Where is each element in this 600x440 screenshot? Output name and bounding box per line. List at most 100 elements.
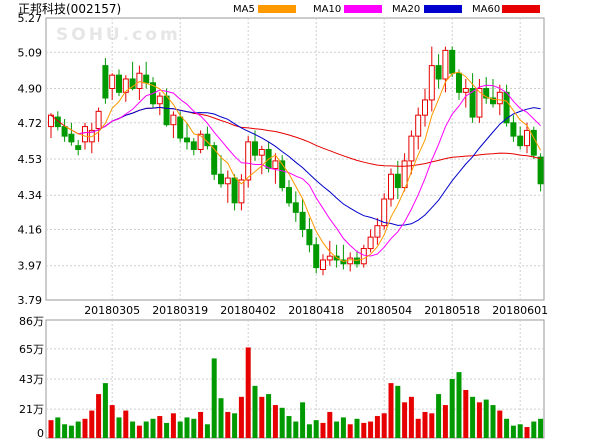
volume-bar bbox=[334, 421, 340, 438]
candle-body-down bbox=[292, 202, 299, 213]
volume-bar bbox=[395, 385, 401, 438]
candle-body-up bbox=[197, 133, 204, 150]
volume-bar bbox=[123, 410, 129, 438]
candle-body-up bbox=[524, 129, 530, 147]
candle-body-down bbox=[313, 244, 320, 269]
volume-bar bbox=[177, 421, 183, 438]
volume-tick-label: 43万 bbox=[19, 373, 44, 386]
candle-body-down bbox=[163, 95, 170, 126]
candle-body-down bbox=[469, 88, 476, 118]
candle-body-up bbox=[238, 179, 245, 204]
candle-body-up bbox=[245, 141, 252, 181]
candle-body-up bbox=[320, 259, 326, 271]
candlestick-series bbox=[48, 46, 544, 276]
legend-ma60-label: MA60 bbox=[472, 4, 500, 15]
volume-bar bbox=[429, 413, 435, 438]
volume-tick-label: 21万 bbox=[19, 403, 44, 416]
candle-body-up bbox=[415, 114, 422, 137]
price-tick-label: 5.09 bbox=[18, 46, 43, 59]
volume-bar bbox=[157, 416, 163, 438]
volume-bar bbox=[388, 383, 394, 438]
volume-bar bbox=[490, 405, 496, 438]
volume-bar bbox=[225, 411, 231, 438]
volume-bar bbox=[415, 418, 421, 438]
candle-body-down bbox=[483, 88, 490, 99]
price-tick-label: 3.79 bbox=[18, 294, 43, 307]
volume-bar bbox=[320, 422, 326, 438]
candle-body-up bbox=[170, 114, 177, 126]
volume-bar bbox=[136, 425, 142, 438]
volume-bar bbox=[272, 405, 278, 438]
legend-ma20-label: MA20 bbox=[392, 4, 420, 15]
volume-bar bbox=[449, 379, 455, 438]
ma20-line bbox=[91, 106, 541, 226]
candle-body-down bbox=[75, 145, 82, 150]
volume-bar bbox=[211, 358, 217, 438]
date-tick-label: 20180305 bbox=[84, 304, 140, 317]
volume-bar bbox=[306, 424, 312, 438]
legend-ma5-swatch bbox=[258, 5, 296, 13]
price-axis: 5.27 5.09 4.90 4.72 4.53 4.34 4.16 3.97 3.79 bbox=[18, 12, 43, 307]
candle-body-down bbox=[211, 145, 218, 175]
price-tick-label: 4.53 bbox=[18, 153, 43, 166]
candle-body-up bbox=[496, 91, 503, 105]
candle-body-down bbox=[299, 211, 306, 230]
volume-bar bbox=[531, 421, 537, 438]
volume-bar bbox=[102, 383, 108, 438]
candle-body-up bbox=[347, 257, 354, 265]
volume-bar bbox=[381, 413, 387, 438]
candle-body-down bbox=[54, 116, 61, 128]
volume-bar bbox=[510, 425, 516, 438]
volume-tick-label: 0 bbox=[37, 427, 44, 440]
candle-body-down bbox=[143, 74, 150, 84]
volume-bar bbox=[483, 399, 489, 438]
candle-body-down bbox=[190, 141, 197, 150]
candle-body-up bbox=[136, 72, 143, 90]
candle-body-up bbox=[258, 148, 265, 156]
volume-bar bbox=[436, 394, 442, 438]
volume-bar bbox=[245, 347, 251, 438]
candle-body-up bbox=[156, 95, 163, 105]
candle-body-up bbox=[388, 173, 394, 200]
volume-bar bbox=[62, 424, 68, 438]
volume-bar bbox=[524, 427, 530, 438]
volume-bar bbox=[252, 385, 258, 438]
candle-body-up bbox=[476, 88, 483, 118]
candle-body-down bbox=[490, 97, 496, 105]
price-tick-label: 4.90 bbox=[18, 83, 43, 96]
volume-bar bbox=[422, 411, 428, 438]
volume-bar bbox=[259, 396, 265, 438]
legend-ma20-swatch bbox=[424, 5, 462, 13]
volume-bar bbox=[266, 394, 272, 438]
volume-bar bbox=[476, 402, 482, 438]
candle-body-up bbox=[224, 177, 231, 185]
volume-bar bbox=[232, 413, 238, 438]
volume-bar bbox=[184, 417, 190, 438]
candle-body-up bbox=[422, 99, 428, 116]
volume-bar bbox=[340, 417, 346, 438]
candle-body-up bbox=[109, 74, 116, 90]
volume-bar bbox=[170, 413, 176, 438]
price-tick-label: 4.72 bbox=[18, 117, 43, 130]
date-tick-label: 20180504 bbox=[356, 304, 412, 317]
volume-tick-label: 65万 bbox=[19, 343, 44, 356]
candle-body-down bbox=[68, 133, 75, 143]
volume-bar bbox=[89, 410, 95, 438]
volume-bar bbox=[279, 407, 285, 438]
volume-bar bbox=[238, 396, 244, 438]
volume-axis: 86万 65万 43万 21万 0 bbox=[19, 315, 44, 440]
candle-body-up bbox=[122, 78, 129, 93]
date-tick-label: 20180319 bbox=[152, 304, 208, 317]
price-tick-label: 4.34 bbox=[18, 189, 43, 202]
volume-bar bbox=[204, 424, 210, 438]
volume-bar bbox=[517, 424, 523, 438]
volume-bar bbox=[143, 421, 149, 438]
volume-tick-label: 86万 bbox=[19, 315, 44, 328]
legend-ma10-swatch bbox=[344, 5, 382, 13]
candle-body-up bbox=[48, 114, 54, 128]
volume-bar bbox=[293, 421, 299, 438]
candle-body-down bbox=[435, 65, 442, 80]
volume-bar bbox=[109, 405, 115, 438]
volume-bar bbox=[463, 389, 469, 438]
volume-bar bbox=[368, 421, 374, 438]
